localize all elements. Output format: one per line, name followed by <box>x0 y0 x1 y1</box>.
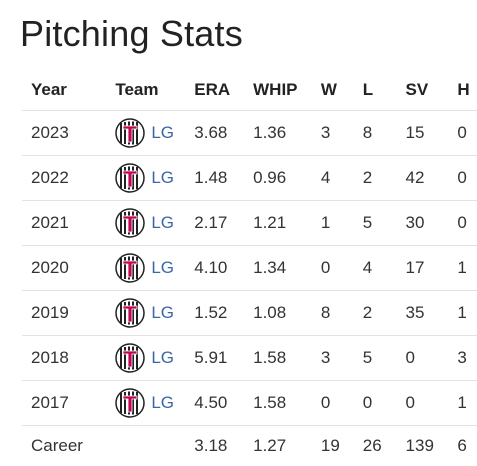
cell-whip: 1.58 <box>253 381 321 426</box>
cell-sv: 42 <box>406 156 458 201</box>
cell-era: 5.91 <box>194 336 253 381</box>
cell-whip: 1.34 <box>253 246 321 291</box>
cell-team: LG <box>115 336 194 381</box>
col-header-team[interactable]: Team <box>115 70 194 111</box>
cell-l: 2 <box>363 156 406 201</box>
cell-team: LG <box>115 156 194 201</box>
team-link[interactable]: LG <box>151 393 174 413</box>
lg-twins-logo-icon[interactable] <box>115 388 145 418</box>
cell-era: 1.52 <box>194 291 253 336</box>
cell-l: 2 <box>363 291 406 336</box>
cell-year: 2018 <box>22 336 115 381</box>
career-sv: 139 <box>406 426 458 466</box>
cell-year: 2023 <box>22 111 115 156</box>
team-link[interactable]: LG <box>151 303 174 323</box>
career-label: Career <box>22 426 115 466</box>
lg-twins-logo-icon[interactable] <box>115 163 145 193</box>
cell-sv: 35 <box>406 291 458 336</box>
cell-w: 3 <box>321 336 363 381</box>
cell-sv: 15 <box>406 111 458 156</box>
cell-sv: 17 <box>406 246 458 291</box>
col-header-w[interactable]: W <box>321 70 363 111</box>
lg-twins-logo-icon[interactable] <box>115 253 145 283</box>
cell-w: 0 <box>321 246 363 291</box>
cell-team: LG <box>115 381 194 426</box>
table-row: 2022 LG 1 <box>22 156 477 201</box>
cell-whip: 0.96 <box>253 156 321 201</box>
col-header-whip[interactable]: WHIP <box>253 70 321 111</box>
cell-team: LG <box>115 201 194 246</box>
team-link[interactable]: LG <box>151 168 174 188</box>
table-row: 2021 LG 2 <box>22 201 477 246</box>
career-team-empty <box>115 426 194 466</box>
cell-year: 2019 <box>22 291 115 336</box>
table-row: 2017 LG 4 <box>22 381 477 426</box>
cell-h: 0 <box>457 111 477 156</box>
cell-h: 3 <box>457 336 477 381</box>
team-link[interactable]: LG <box>151 258 174 278</box>
col-header-year[interactable]: Year <box>22 70 115 111</box>
career-l: 26 <box>363 426 406 466</box>
cell-l: 5 <box>363 201 406 246</box>
page-title: Pitching Stats <box>20 10 243 58</box>
cell-h: 1 <box>457 291 477 336</box>
career-era: 3.18 <box>194 426 253 466</box>
cell-w: 0 <box>321 381 363 426</box>
table-header-row: Year Team ERA WHIP W L SV H <box>22 70 477 111</box>
cell-sv: 0 <box>406 381 458 426</box>
lg-twins-logo-icon[interactable] <box>115 343 145 373</box>
table-row: 2018 LG 5 <box>22 336 477 381</box>
team-link[interactable]: LG <box>151 123 174 143</box>
cell-h: 1 <box>457 246 477 291</box>
table-row: 2023 LG 3 <box>22 111 477 156</box>
lg-twins-logo-icon[interactable] <box>115 118 145 148</box>
cell-team: LG <box>115 246 194 291</box>
cell-l: 8 <box>363 111 406 156</box>
cell-year: 2017 <box>22 381 115 426</box>
cell-era: 2.17 <box>194 201 253 246</box>
col-header-l[interactable]: L <box>363 70 406 111</box>
cell-whip: 1.21 <box>253 201 321 246</box>
team-link[interactable]: LG <box>151 213 174 233</box>
cell-era: 4.10 <box>194 246 253 291</box>
cell-year: 2022 <box>22 156 115 201</box>
cell-w: 4 <box>321 156 363 201</box>
career-h: 6 <box>457 426 477 466</box>
lg-twins-logo-icon[interactable] <box>115 298 145 328</box>
cell-whip: 1.08 <box>253 291 321 336</box>
cell-era: 3.68 <box>194 111 253 156</box>
cell-h: 0 <box>457 156 477 201</box>
career-w: 19 <box>321 426 363 466</box>
cell-era: 4.50 <box>194 381 253 426</box>
col-header-era[interactable]: ERA <box>194 70 253 111</box>
cell-l: 5 <box>363 336 406 381</box>
cell-team: LG <box>115 111 194 156</box>
cell-whip: 1.58 <box>253 336 321 381</box>
cell-year: 2020 <box>22 246 115 291</box>
cell-whip: 1.36 <box>253 111 321 156</box>
career-row: Career 3.18 1.27 19 26 139 6 <box>22 426 477 466</box>
cell-l: 4 <box>363 246 406 291</box>
career-whip: 1.27 <box>253 426 321 466</box>
col-header-sv[interactable]: SV <box>406 70 458 111</box>
cell-h: 1 <box>457 381 477 426</box>
cell-h: 0 <box>457 201 477 246</box>
cell-year: 2021 <box>22 201 115 246</box>
team-link[interactable]: LG <box>151 348 174 368</box>
lg-twins-logo-icon[interactable] <box>115 208 145 238</box>
cell-sv: 0 <box>406 336 458 381</box>
table-row: 2019 LG 1 <box>22 291 477 336</box>
cell-w: 8 <box>321 291 363 336</box>
cell-w: 3 <box>321 111 363 156</box>
cell-l: 0 <box>363 381 406 426</box>
col-header-h[interactable]: H <box>457 70 477 111</box>
cell-w: 1 <box>321 201 363 246</box>
pitching-stats-table: Year Team ERA WHIP W L SV H 2023 <box>22 70 477 466</box>
cell-era: 1.48 <box>194 156 253 201</box>
cell-team: LG <box>115 291 194 336</box>
table-row: 2020 LG 4 <box>22 246 477 291</box>
cell-sv: 30 <box>406 201 458 246</box>
